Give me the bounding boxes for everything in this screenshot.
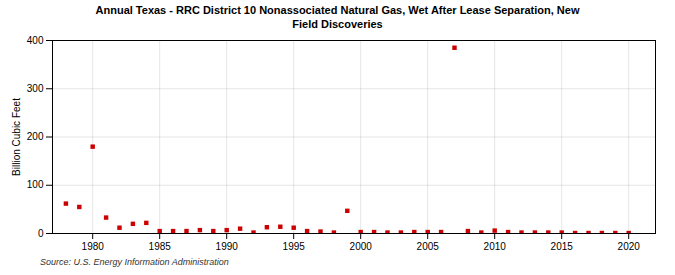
svg-text:2000: 2000 (350, 240, 373, 251)
svg-text:1995: 1995 (283, 240, 306, 251)
svg-text:1980: 1980 (82, 240, 105, 251)
svg-text:0: 0 (38, 227, 44, 238)
svg-text:1990: 1990 (216, 240, 239, 251)
svg-text:300: 300 (27, 82, 44, 93)
svg-text:400: 400 (27, 34, 44, 45)
svg-text:Billion Cubic Feet: Billion Cubic Feet (11, 97, 22, 175)
svg-text:2020: 2020 (618, 240, 641, 251)
svg-text:200: 200 (27, 131, 44, 142)
svg-text:2010: 2010 (484, 240, 507, 251)
html-text:Annual Texas - RRC District 10: Annual Texas - RRC District 10 Nonassoci… (95, 4, 580, 30)
svg-text:2005: 2005 (417, 240, 440, 251)
html-text:Source: U.S. Energy Informatio: Source: U.S. Energy Information Administ… (40, 256, 229, 267)
svg-text:100: 100 (27, 179, 44, 190)
svg-text:2015: 2015 (551, 240, 574, 251)
svg-text:1985: 1985 (149, 240, 172, 251)
